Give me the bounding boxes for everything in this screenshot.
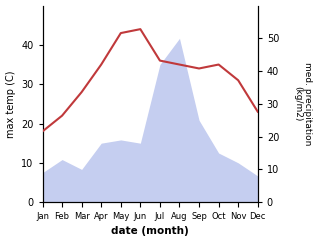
Y-axis label: med. precipitation
(kg/m2): med. precipitation (kg/m2) — [293, 62, 313, 145]
Y-axis label: max temp (C): max temp (C) — [5, 70, 16, 138]
X-axis label: date (month): date (month) — [111, 227, 189, 236]
